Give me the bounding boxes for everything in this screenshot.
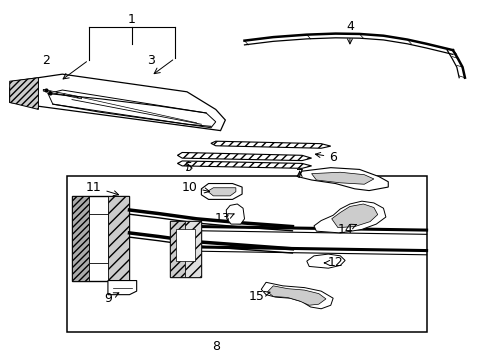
Text: 8: 8 (211, 340, 219, 353)
Bar (176, 229, 194, 261)
Polygon shape (267, 286, 325, 305)
Polygon shape (207, 188, 235, 196)
Polygon shape (306, 254, 345, 268)
Text: 7: 7 (295, 168, 303, 181)
Text: 6: 6 (315, 150, 336, 163)
Polygon shape (10, 74, 225, 131)
Polygon shape (201, 184, 242, 199)
Polygon shape (43, 89, 81, 99)
Polygon shape (177, 153, 311, 161)
Polygon shape (313, 201, 385, 233)
Text: 11: 11 (85, 181, 119, 196)
Polygon shape (108, 196, 129, 280)
Polygon shape (170, 221, 184, 277)
Polygon shape (184, 221, 201, 277)
Polygon shape (170, 221, 201, 277)
Polygon shape (89, 213, 108, 263)
Polygon shape (311, 172, 373, 184)
Bar (67, 176, 426, 332)
Polygon shape (261, 282, 332, 309)
Polygon shape (72, 196, 89, 280)
Polygon shape (226, 204, 244, 224)
Polygon shape (72, 196, 129, 280)
Text: 2: 2 (41, 54, 49, 67)
Polygon shape (210, 141, 330, 148)
Polygon shape (48, 90, 215, 128)
Text: 15: 15 (248, 290, 269, 303)
Text: 14: 14 (337, 223, 355, 236)
Text: 9: 9 (104, 292, 119, 305)
Text: 10: 10 (181, 181, 209, 194)
Polygon shape (10, 78, 39, 109)
Polygon shape (177, 161, 311, 168)
Text: 3: 3 (147, 54, 155, 67)
Text: 1: 1 (128, 13, 136, 26)
Text: 4: 4 (346, 20, 353, 44)
Text: 12: 12 (324, 256, 343, 269)
Polygon shape (297, 168, 387, 190)
Text: 13: 13 (215, 212, 234, 225)
Polygon shape (108, 280, 137, 294)
Text: 5: 5 (185, 161, 193, 174)
Polygon shape (331, 204, 377, 228)
